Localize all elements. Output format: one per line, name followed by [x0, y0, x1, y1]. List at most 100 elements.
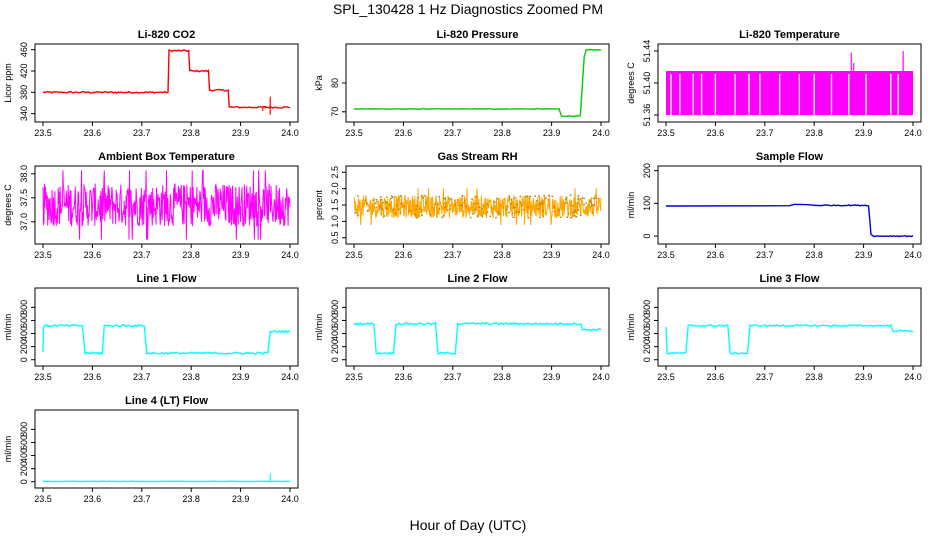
- scatter-point: [486, 211, 489, 214]
- scatter-point: [509, 202, 512, 205]
- y-tick-label: 200: [642, 163, 652, 178]
- x-tick-label: 23.5: [345, 250, 363, 260]
- x-tick-label: 23.6: [395, 372, 413, 382]
- y-tick-label: 420: [19, 63, 29, 78]
- x-tick-label: 23.7: [133, 372, 151, 382]
- scatter-point: [389, 197, 392, 200]
- scatter-point: [478, 206, 481, 209]
- scatter-point: [394, 212, 397, 215]
- scatter-point: [399, 211, 402, 214]
- scatter-point: [449, 208, 452, 210]
- scatter-point: [518, 210, 521, 213]
- y-tick-label: 340: [19, 106, 29, 121]
- y-tick-label: 400: [642, 326, 652, 341]
- scatter-point: [392, 208, 395, 211]
- y-axis-label: ml/min: [626, 314, 636, 341]
- scatter-point: [415, 208, 417, 211]
- scatter-point: [553, 210, 556, 213]
- scatter-point: [505, 208, 508, 211]
- scatter-point: [547, 199, 550, 201]
- panel-8: Line 3 Flow ml/min 23.5 23.6 23.7 23.8 23.9 24.…: [626, 273, 922, 382]
- x-tick-label: 23.5: [34, 494, 52, 504]
- scatter-point: [375, 198, 378, 201]
- scatter-point: [378, 206, 381, 208]
- x-tick-label: 23.6: [707, 372, 725, 382]
- scatter-point: [569, 194, 572, 197]
- scatter-point: [366, 210, 369, 212]
- scatter-point: [566, 202, 569, 204]
- x-tick-label: 23.6: [707, 250, 725, 260]
- scatter-point: [379, 204, 382, 207]
- scatter-point: [393, 196, 396, 198]
- x-tick-label: 23.6: [84, 128, 102, 138]
- y-axis-label: Licor ppm: [3, 63, 13, 103]
- x-tick-label: 23.7: [133, 250, 151, 260]
- x-tick-label: 24.0: [904, 372, 922, 382]
- scatter-point: [381, 201, 384, 204]
- scatter-point: [400, 202, 402, 205]
- scatter-point: [408, 209, 411, 212]
- series-line: [42, 323, 291, 356]
- x-axis-label: Hour of Day (UTC): [409, 517, 527, 533]
- scatter-point: [496, 197, 499, 200]
- scatter-point: [446, 209, 449, 212]
- x-tick-label: 24.0: [281, 372, 299, 382]
- scatter-point: [473, 202, 476, 205]
- y-tick-label: 600: [642, 313, 652, 328]
- x-tick-label: 24.0: [281, 128, 299, 138]
- scatter-point: [460, 204, 463, 207]
- x-tick-label: 23.5: [345, 372, 363, 382]
- scatter-point: [527, 216, 530, 219]
- scatter-point: [416, 204, 419, 207]
- x-tick-label: 23.9: [232, 372, 250, 382]
- figure-title: SPL_130428 1 Hz Diagnostics Zoomed PM: [332, 1, 604, 17]
- scatter-point: [539, 203, 542, 206]
- scatter-point: [553, 206, 556, 208]
- scatter-point: [574, 214, 576, 217]
- y-tick-label: 400: [330, 326, 340, 341]
- scatter-point: [443, 202, 446, 205]
- scatter-point: [559, 216, 562, 219]
- scatter-point: [548, 195, 551, 197]
- panel-frame: [34, 287, 299, 367]
- x-tick-label: 23.5: [657, 250, 675, 260]
- scatter-point: [376, 200, 378, 203]
- scatter-point: [474, 208, 477, 211]
- panel-frame: [345, 43, 610, 123]
- scatter-point: [592, 197, 595, 200]
- y-tick-label: 460: [19, 42, 29, 57]
- y-tick-label: 51.44: [642, 40, 652, 63]
- scatter-point: [577, 198, 579, 201]
- scatter-point: [495, 216, 497, 219]
- scatter-point: [520, 204, 523, 206]
- y-tick-label: 1.5: [330, 199, 340, 212]
- panel-frame: [657, 165, 922, 245]
- scatter-point: [414, 213, 417, 216]
- scatter-point: [372, 199, 374, 202]
- scatter-point: [383, 215, 386, 217]
- panel-frame: [34, 409, 299, 489]
- scatter-point: [449, 198, 452, 201]
- scatter-point: [461, 194, 463, 197]
- y-tick-label: 600: [19, 435, 29, 450]
- y-axis-label: ml/min: [3, 314, 13, 341]
- panel-2: Li-820 Temperature degrees C 23.5 23.6 23.7 2…: [626, 29, 922, 138]
- scatter-point: [537, 208, 540, 210]
- series-line: [42, 49, 291, 109]
- y-tick-label: 70: [330, 107, 340, 117]
- scatter-point: [506, 205, 509, 208]
- scatter-point: [508, 211, 510, 214]
- scatter-point: [551, 195, 554, 198]
- scatter-point: [444, 198, 447, 200]
- y-tick-label: 38.0: [19, 165, 29, 183]
- x-tick-label: 24.0: [592, 372, 610, 382]
- scatter-point: [481, 215, 484, 218]
- scatter-point: [490, 207, 493, 209]
- series-line: [665, 323, 913, 355]
- scatter-point: [390, 195, 393, 198]
- scatter-point: [589, 199, 592, 202]
- x-tick-label: 23.6: [84, 372, 102, 382]
- scatter-point: [397, 208, 400, 211]
- scatter-point: [379, 198, 382, 201]
- scatter-point: [544, 197, 547, 200]
